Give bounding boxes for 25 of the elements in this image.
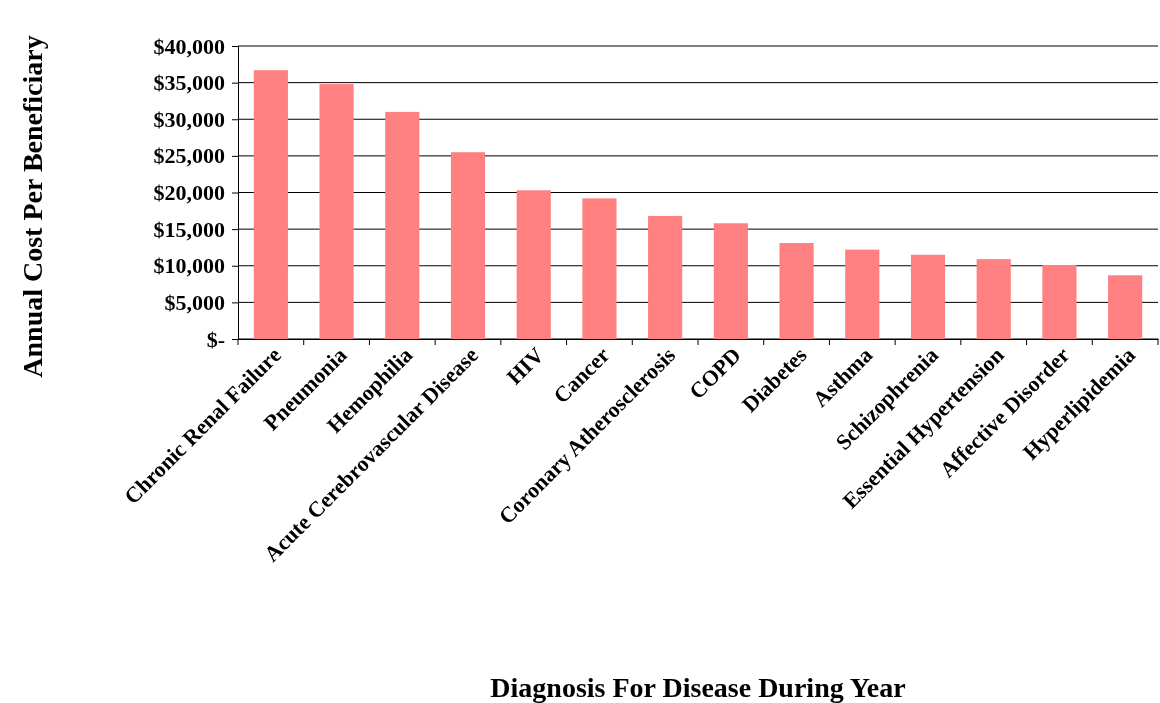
bar bbox=[319, 84, 354, 339]
bar bbox=[648, 215, 683, 339]
bar bbox=[910, 254, 946, 339]
bar bbox=[1042, 265, 1077, 339]
bar bbox=[1108, 275, 1143, 339]
y-tick-label: $5,000 bbox=[164, 289, 225, 315]
bar bbox=[253, 70, 288, 339]
x-axis-title: Diagnosis For Disease During Year bbox=[490, 672, 906, 703]
y-tick-label: $- bbox=[206, 326, 225, 352]
bar bbox=[385, 111, 420, 339]
bar bbox=[976, 259, 1011, 339]
y-tick-label: $10,000 bbox=[153, 253, 225, 279]
bar bbox=[779, 243, 814, 339]
bar bbox=[845, 249, 880, 339]
y-tick-label: $20,000 bbox=[153, 180, 225, 206]
y-tick-label: $35,000 bbox=[153, 70, 225, 96]
y-tick-label: $25,000 bbox=[153, 143, 225, 169]
bar bbox=[450, 152, 486, 339]
y-axis-title: Annual Cost Per Beneficiary bbox=[17, 35, 48, 378]
bar bbox=[582, 198, 617, 339]
bar bbox=[713, 223, 748, 339]
bar bbox=[516, 190, 551, 339]
y-tick-label: $30,000 bbox=[153, 106, 225, 132]
y-tick-label: $15,000 bbox=[153, 216, 225, 242]
y-tick-label: $40,000 bbox=[153, 33, 225, 59]
